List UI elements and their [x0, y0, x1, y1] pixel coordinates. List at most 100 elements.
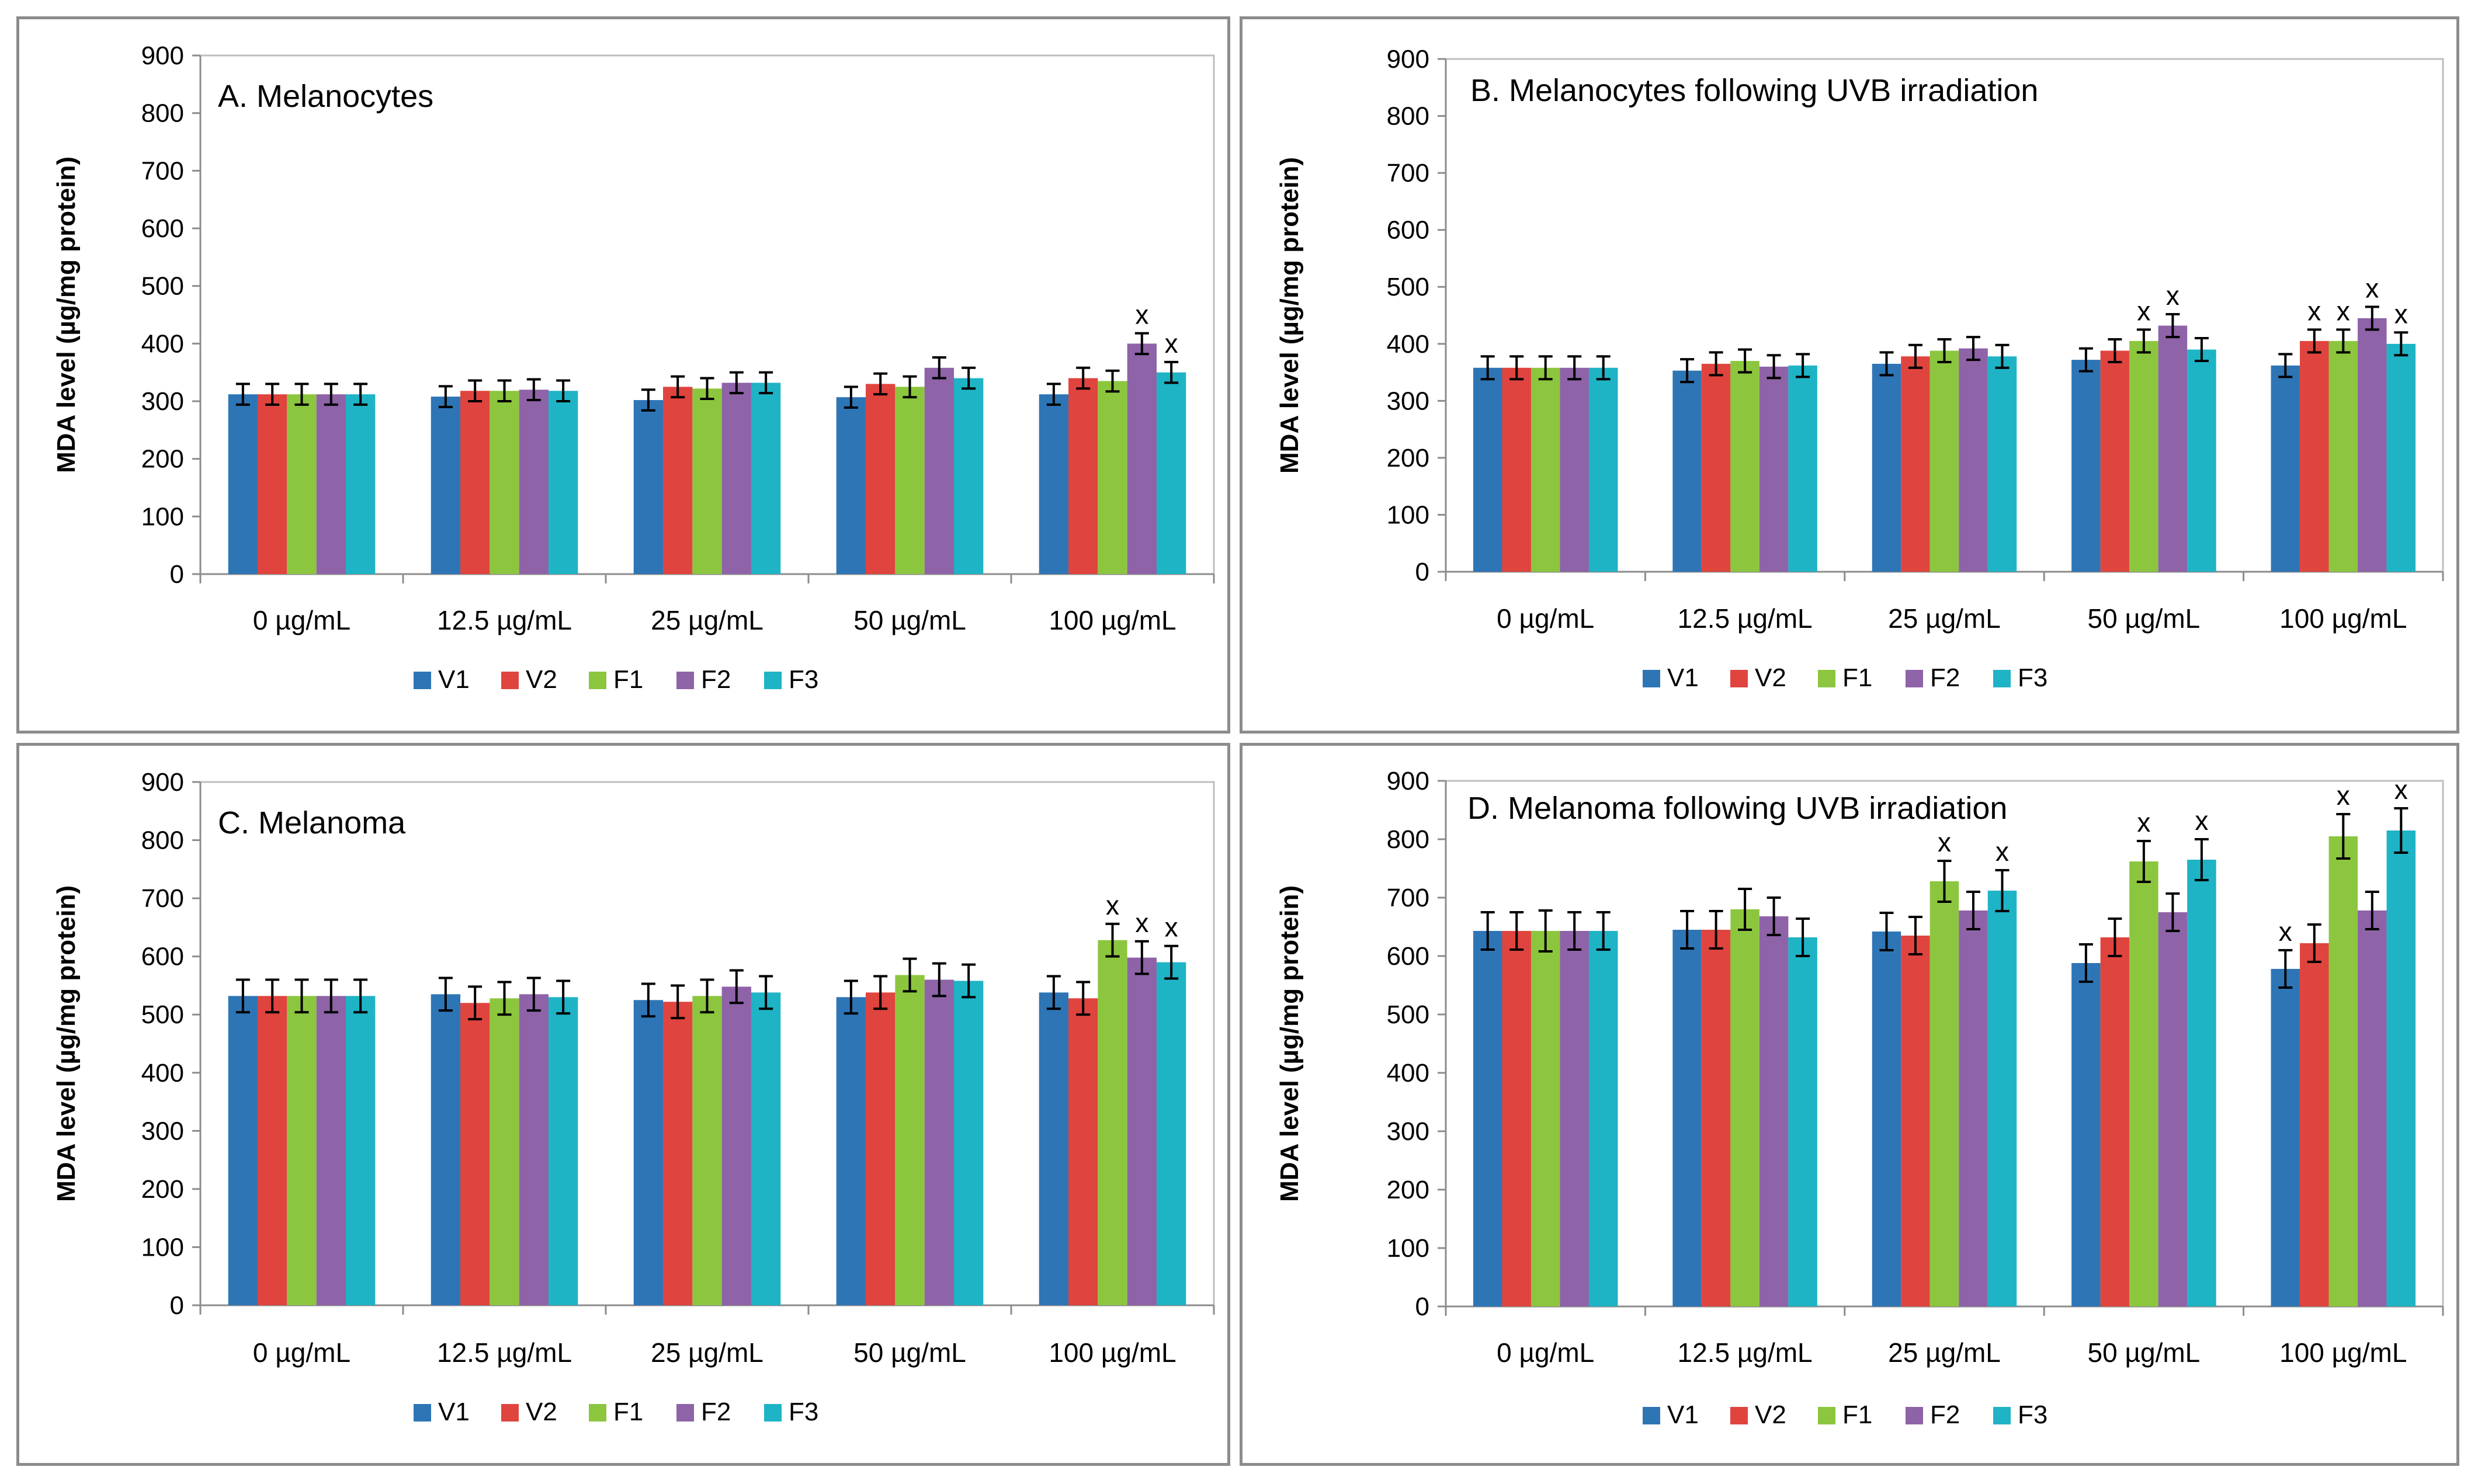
significance-marker-b: x — [2337, 296, 2350, 326]
chart-panel-c: 0 100 200 300 400 500 600 700 800 900 0 µg/mL 12.5 … — [16, 743, 1230, 1466]
bar-b-v1 — [1473, 367, 1502, 572]
significance-marker-d: x — [1995, 836, 2009, 867]
bar-a-v1 — [836, 397, 866, 574]
y-axis-label-d: MDA level (µg/mg protein) — [1275, 885, 1304, 1202]
bar-b-f3 — [1987, 356, 2017, 572]
legend-swatch-a-f3 — [764, 672, 782, 689]
y-tick-label-c: 600 — [141, 943, 184, 971]
bar-b-v2 — [1701, 363, 1731, 572]
legend-swatch-d-v2 — [1730, 1407, 1748, 1424]
chart-title-a: A. Melanocytes — [218, 79, 433, 114]
bar-c-f1 — [490, 998, 519, 1305]
legend-swatch-c-v1 — [414, 1404, 431, 1422]
bar-c-v2 — [460, 1003, 490, 1305]
bar-b-f1 — [1929, 350, 1959, 572]
x-tick-label-d: 100 µg/mL — [2279, 1337, 2407, 1368]
significance-marker-d: x — [2394, 774, 2408, 805]
bar-c-f3 — [345, 996, 376, 1305]
bar-b-f1 — [2328, 340, 2358, 572]
significance-marker-d: x — [2137, 807, 2150, 837]
bar-b-v2 — [1901, 356, 1930, 572]
legend-swatch-d-f3 — [1993, 1407, 2011, 1424]
x-tick-label-d: 50 µg/mL — [2088, 1337, 2201, 1368]
legend-label-b-f2: F2 — [1930, 663, 1960, 692]
bar-b-v2 — [2100, 350, 2130, 572]
legend-label-d-f3: F3 — [2018, 1400, 2047, 1429]
bar-c-f1 — [895, 975, 925, 1305]
bar-a-v1 — [228, 394, 258, 574]
y-tick-label-b: 400 — [1387, 330, 1429, 359]
bar-b-f1 — [2129, 340, 2158, 572]
legend-swatch-d-f2 — [1906, 1407, 1923, 1424]
y-tick-label-d: 100 — [1387, 1234, 1429, 1263]
chart-b-svg: 0 100 200 300 400 500 600 700 800 900 0 µg/mL 12.5 … — [1275, 45, 2444, 692]
bar-d-v1 — [2071, 963, 2101, 1306]
bar-d-v2 — [2100, 937, 2130, 1306]
bar-d-f1 — [1929, 881, 1959, 1306]
bar-c-f1 — [692, 996, 722, 1305]
y-tick-label-b: 700 — [1387, 159, 1429, 187]
x-tick-label-a: 12.5 µg/mL — [437, 605, 572, 635]
x-tick-label-c: 50 µg/mL — [853, 1337, 966, 1368]
bar-a-f2 — [519, 390, 549, 574]
bar-d-f3 — [2187, 860, 2216, 1306]
legend-swatch-c-v2 — [501, 1404, 519, 1422]
x-tick-label-d: 0 µg/mL — [1497, 1337, 1594, 1368]
x-tick-label-b: 50 µg/mL — [2088, 603, 2201, 634]
bar-c-v1 — [1039, 992, 1069, 1305]
x-tick-label-b: 100 µg/mL — [2279, 603, 2407, 634]
bar-a-f1 — [1098, 381, 1127, 574]
bar-c-v1 — [633, 1000, 664, 1305]
x-tick-label-c: 100 µg/mL — [1049, 1337, 1176, 1368]
bar-c-v2 — [1068, 998, 1098, 1305]
x-tick-label-b: 12.5 µg/mL — [1678, 603, 1813, 634]
legend-label-a-f1: F1 — [613, 665, 643, 694]
y-tick-label-b: 800 — [1387, 102, 1429, 131]
bar-b-v2 — [2300, 340, 2329, 572]
bar-c-f1 — [1098, 940, 1127, 1305]
bar-c-f3 — [1156, 962, 1186, 1305]
significance-marker-a: x — [1135, 300, 1148, 330]
significance-marker-c: x — [1135, 908, 1148, 938]
significance-marker-b: x — [2394, 298, 2408, 329]
legend-label-c-v1: V1 — [438, 1398, 470, 1426]
bar-d-v2 — [2300, 943, 2329, 1306]
bar-d-v1 — [1872, 932, 1901, 1306]
y-tick-label-b: 900 — [1387, 45, 1429, 74]
legend-label-d-f2: F2 — [1930, 1400, 1960, 1429]
legend-label-d-v2: V2 — [1755, 1400, 1786, 1429]
chart-title-c: C. Melanoma — [218, 805, 406, 840]
bar-a-f3 — [1156, 372, 1186, 574]
bar-b-v1 — [1672, 370, 1702, 572]
legend-swatch-c-f1 — [589, 1404, 606, 1422]
bar-a-f3 — [548, 391, 578, 574]
bar-b-v1 — [2071, 360, 2101, 572]
significance-marker-c: x — [1165, 912, 1178, 943]
x-tick-label-a: 100 µg/mL — [1049, 605, 1176, 635]
bar-c-f3 — [548, 997, 578, 1305]
chart-a-svg: 0 100 200 300 400 500 600 700 800 900 0 µg/mL 12.5 … — [52, 41, 1215, 694]
significance-marker-d: x — [2337, 780, 2350, 811]
legend-label-a-f2: F2 — [701, 665, 731, 694]
y-tick-label-d: 200 — [1387, 1176, 1429, 1204]
significance-marker-c: x — [1106, 890, 1119, 920]
chart-title-b: B. Melanocytes following UVB irradiation — [1470, 73, 2038, 108]
y-tick-label-a: 900 — [141, 41, 184, 70]
x-tick-label-d: 12.5 µg/mL — [1678, 1337, 1813, 1368]
bar-b-f2 — [1959, 348, 1988, 572]
bar-a-f2 — [924, 367, 954, 574]
legend-swatch-a-f1 — [589, 672, 606, 689]
legend-label-b-v1: V1 — [1667, 663, 1699, 692]
bar-d-f2 — [1959, 910, 1988, 1306]
y-tick-label-b: 100 — [1387, 501, 1429, 529]
x-tick-label-b: 0 µg/mL — [1497, 603, 1594, 634]
x-tick-label-b: 25 µg/mL — [1888, 603, 2001, 634]
bar-c-v2 — [258, 996, 287, 1305]
y-tick-label-d: 700 — [1387, 884, 1429, 912]
x-tick-label-a: 0 µg/mL — [253, 605, 350, 635]
chart-panel-d: 0 100 200 300 400 500 600 700 800 900 0 µg/mL 12.5 … — [1240, 743, 2459, 1466]
bar-a-f2 — [1127, 343, 1157, 574]
bar-b-v1 — [1872, 363, 1901, 572]
bar-b-v2 — [1502, 367, 1531, 572]
y-tick-label-b: 0 — [1415, 558, 1429, 586]
